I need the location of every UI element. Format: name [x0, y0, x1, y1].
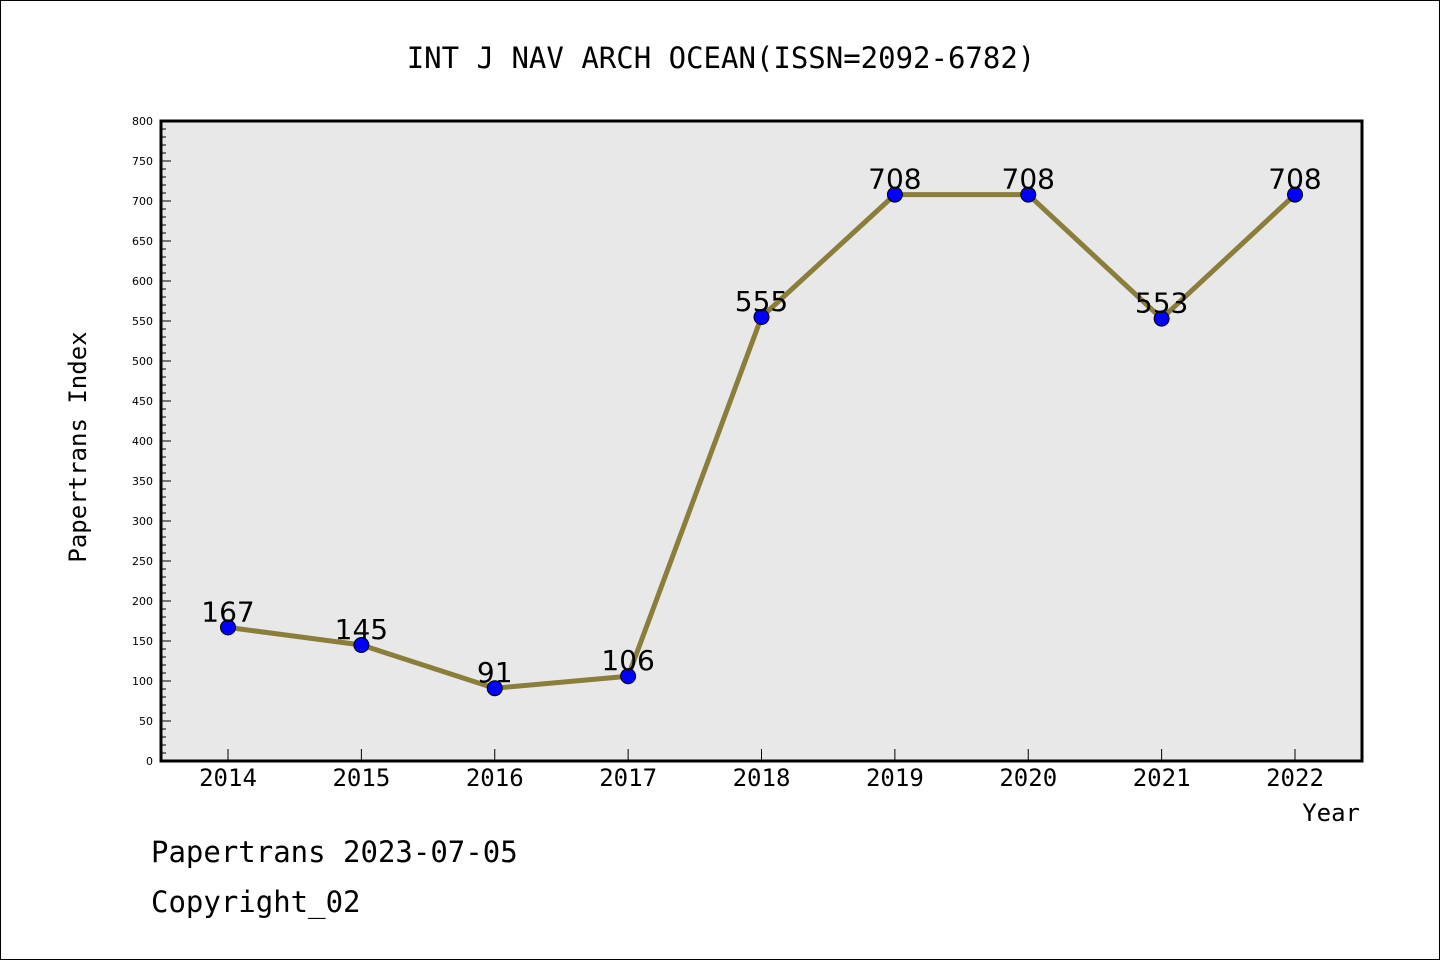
data-point [886, 186, 903, 203]
y-tick-label: 550 [132, 315, 153, 328]
data-point [486, 680, 503, 697]
y-tick-label: 650 [132, 235, 153, 248]
y-tick-label: 250 [132, 555, 153, 568]
data-label: 106 [601, 644, 654, 677]
data-label: 167 [201, 595, 254, 628]
y-tick-label: 0 [146, 755, 153, 768]
chart-title: INT J NAV ARCH OCEAN(ISSN=2092-6782) [407, 41, 1036, 75]
y-tick-label: 200 [132, 595, 153, 608]
y-tick-label: 800 [132, 115, 153, 128]
y-tick-label: 700 [132, 195, 153, 208]
y-axis-label: Papertrans Index [64, 331, 92, 562]
data-point [1020, 186, 1037, 203]
x-tick-label: 2018 [733, 764, 791, 792]
y-axis-ticks: 0 50 100 150 200 250 300 350 400 450 500 550 600 650 7… [132, 115, 171, 768]
data-label: 91 [477, 656, 513, 689]
x-tick-label: 2020 [999, 764, 1057, 792]
data-label: 145 [335, 613, 388, 646]
data-label: 708 [1002, 163, 1055, 196]
footer-copyright: Copyright_02 [151, 885, 361, 919]
x-tick-label: 2014 [199, 764, 257, 792]
plot-area [159, 119, 1364, 763]
series-layer [220, 186, 1303, 697]
y-tick-label: 600 [132, 275, 153, 288]
x-axis-label: Year [1302, 799, 1360, 827]
x-tick-label: 2022 [1266, 764, 1324, 792]
x-tick-label: 2016 [466, 764, 524, 792]
y-tick-label: 50 [139, 715, 153, 728]
data-labels: 167 145 91 106 555 708 708 553 708 [201, 163, 1321, 690]
x-tick-label: 2015 [332, 764, 390, 792]
footer-date: Papertrans 2023-07-05 [151, 835, 518, 869]
data-point [220, 619, 236, 636]
data-label: 708 [868, 163, 921, 196]
y-tick-label: 150 [132, 635, 153, 648]
y-tick-label: 450 [132, 395, 153, 408]
data-label: 708 [1268, 163, 1321, 196]
x-tick-label: 2017 [599, 764, 657, 792]
y-tick-label: 500 [132, 355, 153, 368]
y-tick-label: 350 [132, 475, 153, 488]
y-tick-label: 400 [132, 435, 153, 448]
y-tick-label: 100 [132, 675, 153, 688]
data-point [753, 309, 770, 325]
data-point [353, 637, 370, 653]
data-point [620, 668, 637, 685]
x-tick-label: 2021 [1133, 764, 1191, 792]
data-point [1153, 310, 1170, 327]
x-axis-ticks: 2014 2015 2016 2017 2018 2019 2020 2021 2022 [199, 749, 1324, 792]
y-tick-label: 750 [132, 155, 153, 168]
data-label: 553 [1135, 287, 1188, 320]
x-tick-label: 2019 [866, 764, 924, 792]
data-label: 555 [735, 285, 788, 318]
data-point [1287, 186, 1303, 203]
y-tick-label: 300 [132, 515, 153, 528]
